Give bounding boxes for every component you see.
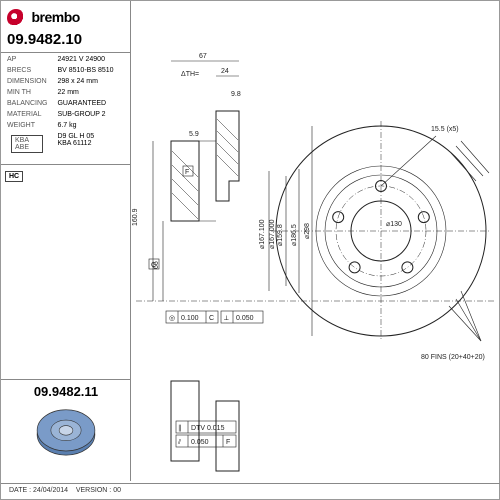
gdnt-box: ⫽ 0.050 F [176,435,236,447]
svg-text:⌀130: ⌀130 [386,221,402,228]
svg-text:ΔTH=: ΔTH= [181,71,199,78]
table-row: AP24921 V 24900 [3,55,128,64]
kba-badge: KBA ABE [11,135,43,153]
svg-text:15.5 (x5): 15.5 (x5) [431,126,459,133]
rotor-thumb-icon [31,407,101,462]
gdnt-box: ◎ 0.100 C [166,311,218,323]
hatch-icon [172,119,238,219]
side-section-view: 67 24 ΔTH= 9.8 5.9 F C 160.9 66 [132,53,263,471]
front-view: 15.5 (x5) 80 FINS (20+40+20) [271,121,491,361]
table-row: MIN TH22 mm [3,88,128,97]
svg-text:160.9: 160.9 [132,208,139,226]
sheet-frame: brembo 09.9482.10 AP24921 V 24900 BRECSB… [0,0,500,500]
svg-text:⫽: ⫽ [177,438,182,446]
svg-text:0.100: 0.100 [181,315,199,322]
svg-text:⌀186.5: ⌀186.5 [291,224,298,246]
footer-bar: DATE : 24/04/2014 VERSION : 00 [1,483,500,499]
svg-text:F: F [185,169,189,176]
svg-text:⌀167.000: ⌀167.000 [269,219,276,249]
technical-drawing: 67 24 ΔTH= 9.8 5.9 F C 160.9 66 [131,1,500,483]
bolt-holes [333,181,430,273]
gdnt-box: ⟂ 0.050 [221,311,263,323]
brand-logo: brembo [1,1,130,31]
date-value: 24/04/2014 [33,487,68,494]
svg-text:◎: ◎ [169,315,175,322]
svg-text:∥: ∥ [178,424,182,432]
svg-text:⟂: ⟂ [224,315,229,322]
svg-text:0.050: 0.050 [191,439,209,446]
svg-text:DTV 0.015: DTV 0.015 [191,425,225,432]
svg-text:80 FINS (20+40+20): 80 FINS (20+40+20) [421,354,485,361]
table-row: KBA ABE D9 GL H 05KBA 61112 [3,132,128,156]
date-label: DATE : [9,487,31,494]
svg-text:9.8: 9.8 [231,91,241,98]
svg-text:5.9: 5.9 [189,131,199,138]
table-row: DIMENSION298 x 24 mm [3,77,128,86]
svg-text:24: 24 [221,68,229,75]
table-row: MATERIALSUB-GROUP 2 [3,110,128,119]
spec-table: AP24921 V 24900 BRECSBV 8510-BS 8510 DIM… [1,53,130,158]
svg-text:67: 67 [199,53,207,60]
svg-text:F: F [226,439,230,446]
brembo-mark-icon [7,9,25,27]
table-row: BALANCINGGUARANTEED [3,99,128,108]
svg-text:C: C [209,315,214,322]
svg-text:66: 66 [153,261,160,269]
svg-text:⌀167.100: ⌀167.100 [259,219,266,249]
svg-text:0.050: 0.050 [236,315,254,322]
info-panel: brembo 09.9482.10 AP24921 V 24900 BRECSB… [1,1,131,481]
version-label: VERSION : [76,487,111,494]
alt-part-number: 09.9482.11 [1,380,131,403]
hc-badge: HC [5,171,23,182]
svg-text:⌀159.8: ⌀159.8 [277,224,284,246]
version-value: 00 [113,487,121,494]
gdnt-box: ∥ DTV 0.015 [176,421,236,433]
alt-part-block: 09.9482.11 [1,379,131,471]
svg-text:⌀298: ⌀298 [304,223,311,239]
table-row: BRECSBV 8510-BS 8510 [3,66,128,75]
part-number: 09.9482.10 [1,31,130,52]
table-row: WEIGHT6.7 kg [3,121,128,130]
brand-name: brembo [31,9,79,25]
